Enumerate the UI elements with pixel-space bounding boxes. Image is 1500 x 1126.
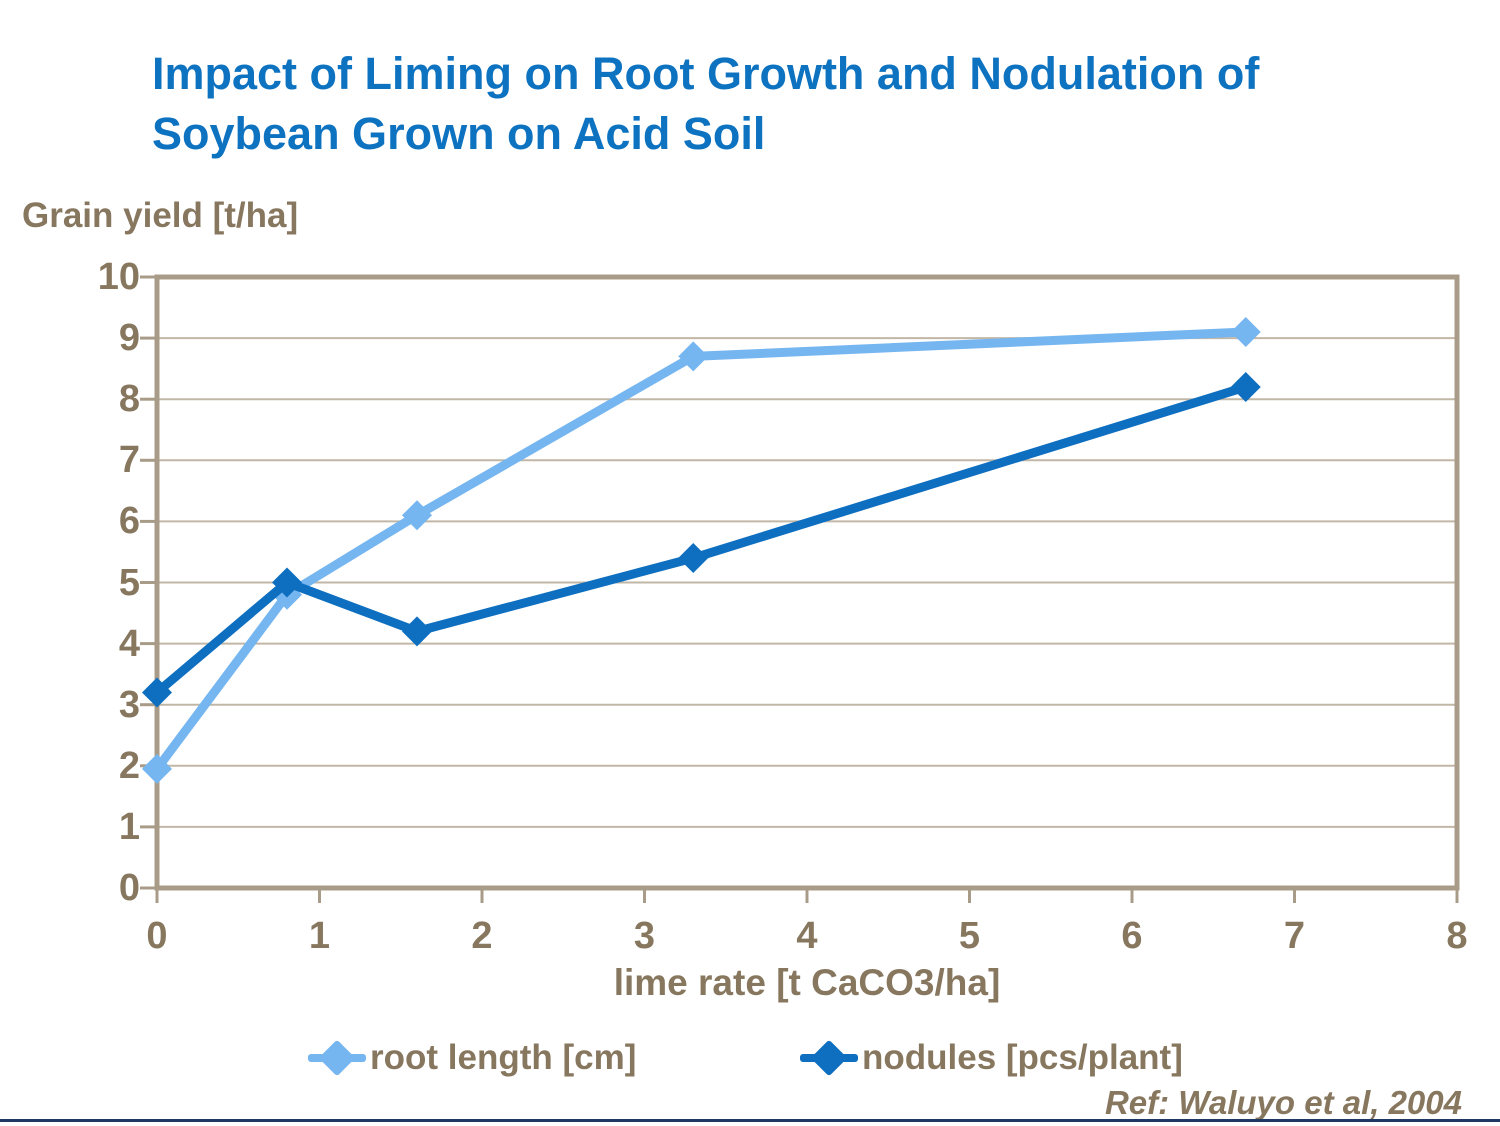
- x-axis-title: lime rate [t CaCO3/ha]: [613, 962, 1001, 1003]
- y-axis-title: Grain yield [t/ha]: [22, 196, 299, 235]
- legend-item-root-length: root length [cm]: [308, 1036, 636, 1080]
- y-axis-tick-label: 9: [118, 317, 140, 360]
- y-axis-tick-label: 4: [118, 622, 140, 665]
- x-axis-tick-label: 4: [796, 915, 818, 957]
- x-axis-tick-label: 6: [1121, 915, 1143, 957]
- data-point-marker: [678, 341, 709, 372]
- slide-title-line1: Impact of Liming on Root Growth and Nodu…: [152, 48, 1260, 99]
- data-point-marker: [402, 616, 432, 647]
- series-line-0: [152, 327, 1251, 774]
- reference-note: Ref: Waluyo et al, 2004: [1104, 1084, 1462, 1121]
- data-point-marker: [142, 753, 172, 784]
- y-axis-tick-label: 7: [118, 439, 140, 482]
- y-axis-tick-label: 5: [118, 561, 140, 604]
- series-line-1: [152, 382, 1251, 697]
- data-point-marker: [1230, 316, 1261, 347]
- data-point-marker: [1230, 371, 1261, 402]
- y-axis-tick-label: 6: [118, 500, 140, 543]
- footer-accent-bar: [0, 1119, 1500, 1122]
- slide-title: Impact of Liming on Root Growth and Nodu…: [152, 44, 1452, 164]
- legend-item-nodules: nodules [pcs/plant]: [800, 1036, 1183, 1080]
- data-point-marker: [272, 567, 302, 598]
- y-axis-tick-label: 10: [97, 256, 140, 298]
- y-axis-tick-label: 0: [118, 867, 140, 909]
- root-length-series-marker-icon: [308, 1039, 366, 1077]
- y-axis-tick-label: 2: [118, 744, 140, 787]
- y-axis-tick-label: 8: [118, 378, 140, 421]
- data-point-marker: [142, 677, 172, 708]
- data-point-marker: [402, 500, 432, 531]
- data-point-marker: [678, 543, 709, 574]
- x-axis-tick-label: 7: [1283, 915, 1306, 957]
- nodules-series-marker-icon: [800, 1039, 858, 1077]
- x-axis-tick-label: 2: [471, 915, 493, 957]
- x-axis-tick-label: 8: [1446, 915, 1468, 957]
- legend-label-nodules: nodules [pcs/plant]: [862, 1038, 1183, 1077]
- x-axis-tick-label: 0: [146, 915, 168, 957]
- x-axis-tick-label: 1: [308, 915, 331, 957]
- y-axis-tick-label: 3: [118, 683, 140, 726]
- legend-label-root-length: root length [cm]: [370, 1038, 637, 1077]
- x-axis-tick-label: 3: [633, 915, 656, 957]
- x-axis-tick-label: 5: [958, 915, 981, 957]
- y-axis-tick-label: 1: [118, 805, 140, 848]
- slide-title-line2: Soybean Grown on Acid Soil: [152, 108, 766, 159]
- plot-border: [154, 274, 1460, 891]
